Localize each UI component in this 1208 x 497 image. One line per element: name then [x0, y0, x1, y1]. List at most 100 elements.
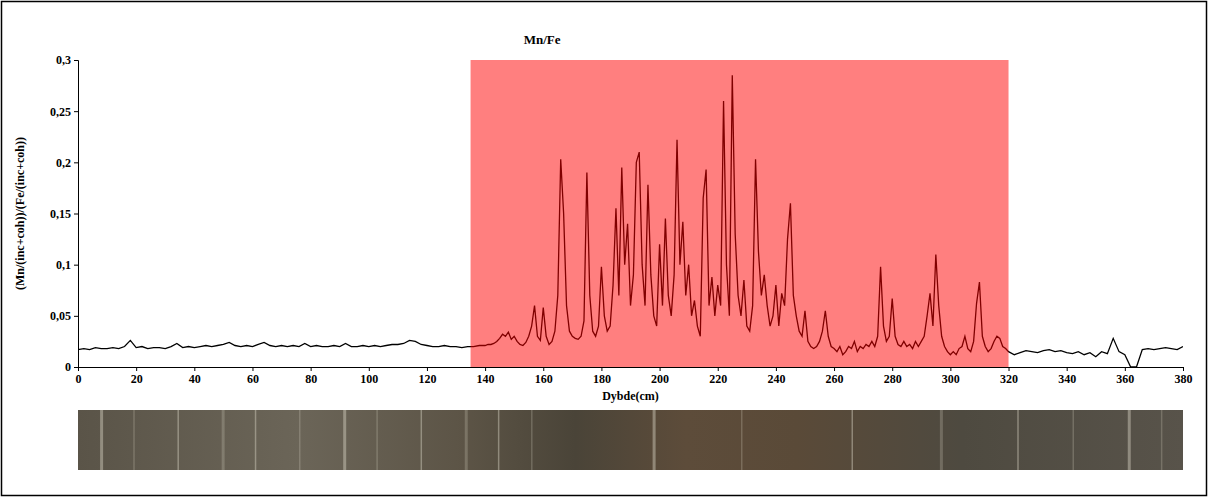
tick: 160	[535, 367, 553, 386]
tick-mark	[74, 367, 78, 368]
tick: 140	[477, 367, 495, 386]
tick: 0	[65, 360, 78, 374]
core-layer	[255, 410, 256, 470]
core-layer	[653, 410, 656, 470]
tick-mark	[311, 367, 312, 371]
tick-label: 0,05	[50, 309, 71, 323]
core-layer	[1073, 410, 1075, 470]
tick: 40	[189, 367, 201, 386]
frame	[2, 2, 1207, 496]
core-layer	[421, 410, 423, 470]
core-layer	[100, 410, 103, 470]
tick-label: 240	[767, 372, 785, 386]
tick-mark	[1183, 367, 1184, 371]
tick-mark	[252, 367, 253, 371]
tick: 360	[1116, 367, 1134, 386]
tick-mark	[74, 60, 78, 61]
tick-label: 380	[1175, 372, 1193, 386]
tick-mark	[74, 316, 78, 317]
core-layer	[177, 410, 179, 470]
tick-mark	[543, 367, 544, 371]
core-layer	[940, 410, 943, 470]
tick: 120	[418, 367, 436, 386]
core-image	[78, 410, 1183, 470]
tick-label: 0,3	[56, 53, 71, 67]
tick: 200	[651, 367, 669, 386]
core-layer	[531, 410, 533, 470]
tick-mark	[369, 367, 370, 371]
tick-label: 320	[1000, 372, 1018, 386]
tick-label: 280	[884, 372, 902, 386]
tick-mark	[74, 162, 78, 163]
core-layer	[852, 410, 854, 470]
axis-line	[79, 368, 1184, 372]
core-layer	[1161, 410, 1163, 470]
plot-area	[78, 60, 1183, 367]
tick: 340	[1058, 367, 1076, 386]
core-layer	[465, 410, 468, 470]
tick-mark	[136, 367, 137, 371]
tick-label: 100	[360, 372, 378, 386]
core-layer	[376, 410, 378, 470]
tick: 100	[360, 367, 378, 386]
tick-mark	[74, 265, 78, 266]
tick-label: 40	[189, 372, 201, 386]
core-layer	[133, 410, 135, 470]
tick-mark	[1125, 367, 1126, 371]
tick-mark	[1067, 367, 1068, 371]
y-axis-title: (Mn/(inc+coh))/(Fe/(inc+coh))	[13, 137, 27, 290]
x-axis-title: Dybde(cm)	[602, 389, 659, 403]
x-axis: 0204060801001201401601802002202402602803…	[76, 367, 1193, 386]
tick-label: 340	[1058, 372, 1076, 386]
tick-mark	[660, 367, 661, 371]
tick: 380	[1175, 367, 1193, 386]
tick: 0,05	[50, 309, 78, 323]
tick: 180	[593, 367, 611, 386]
tick-label: 300	[942, 372, 960, 386]
tick-label: 160	[535, 372, 553, 386]
tick-label: 0,1	[56, 258, 71, 272]
tick-mark	[776, 367, 777, 371]
tick: 0,1	[56, 258, 78, 272]
tick: 260	[826, 367, 844, 386]
tick-label: 80	[305, 372, 317, 386]
tick-mark	[485, 367, 486, 371]
core-layer	[343, 410, 346, 470]
tick-label: 60	[247, 372, 259, 386]
tick-label: 120	[418, 372, 436, 386]
tick-mark	[950, 367, 951, 371]
tick: 0	[76, 367, 82, 386]
tick: 0,2	[56, 156, 78, 170]
tick-mark	[194, 367, 195, 371]
tick: 80	[305, 367, 317, 386]
shaded-range	[471, 60, 1009, 367]
tick-mark	[74, 214, 78, 215]
chart: 0204060801001201401601802002202402602803…	[0, 0, 1208, 497]
tick: 320	[1000, 367, 1018, 386]
tick-mark	[74, 111, 78, 112]
tick-label: 0,25	[50, 105, 71, 119]
tick: 0,25	[50, 105, 78, 119]
tick-mark	[601, 367, 602, 371]
tick-label: 0,2	[56, 156, 71, 170]
y-axis: 0 0,05 0,1 0,15 0,2 0,25 0,3	[50, 53, 79, 374]
tick: 0,15	[50, 207, 78, 221]
tick-mark	[834, 367, 835, 371]
core-layer	[741, 410, 743, 470]
core-layer	[498, 410, 500, 470]
tick-label: 260	[826, 372, 844, 386]
core-photo	[78, 410, 1183, 470]
axis-line	[74, 61, 79, 368]
tick-mark	[718, 367, 719, 371]
tick-label: 0	[76, 372, 82, 386]
tick: 280	[884, 367, 902, 386]
title: Mn/Fe	[524, 32, 561, 47]
tick-mark	[427, 367, 428, 371]
tick: 20	[131, 367, 143, 386]
tick: 240	[767, 367, 785, 386]
tick-label: 360	[1116, 372, 1134, 386]
tick-label: 0	[65, 360, 71, 374]
core-layer	[1128, 410, 1131, 470]
tick: 0,3	[56, 53, 78, 67]
tick-label: 0,15	[50, 207, 71, 221]
